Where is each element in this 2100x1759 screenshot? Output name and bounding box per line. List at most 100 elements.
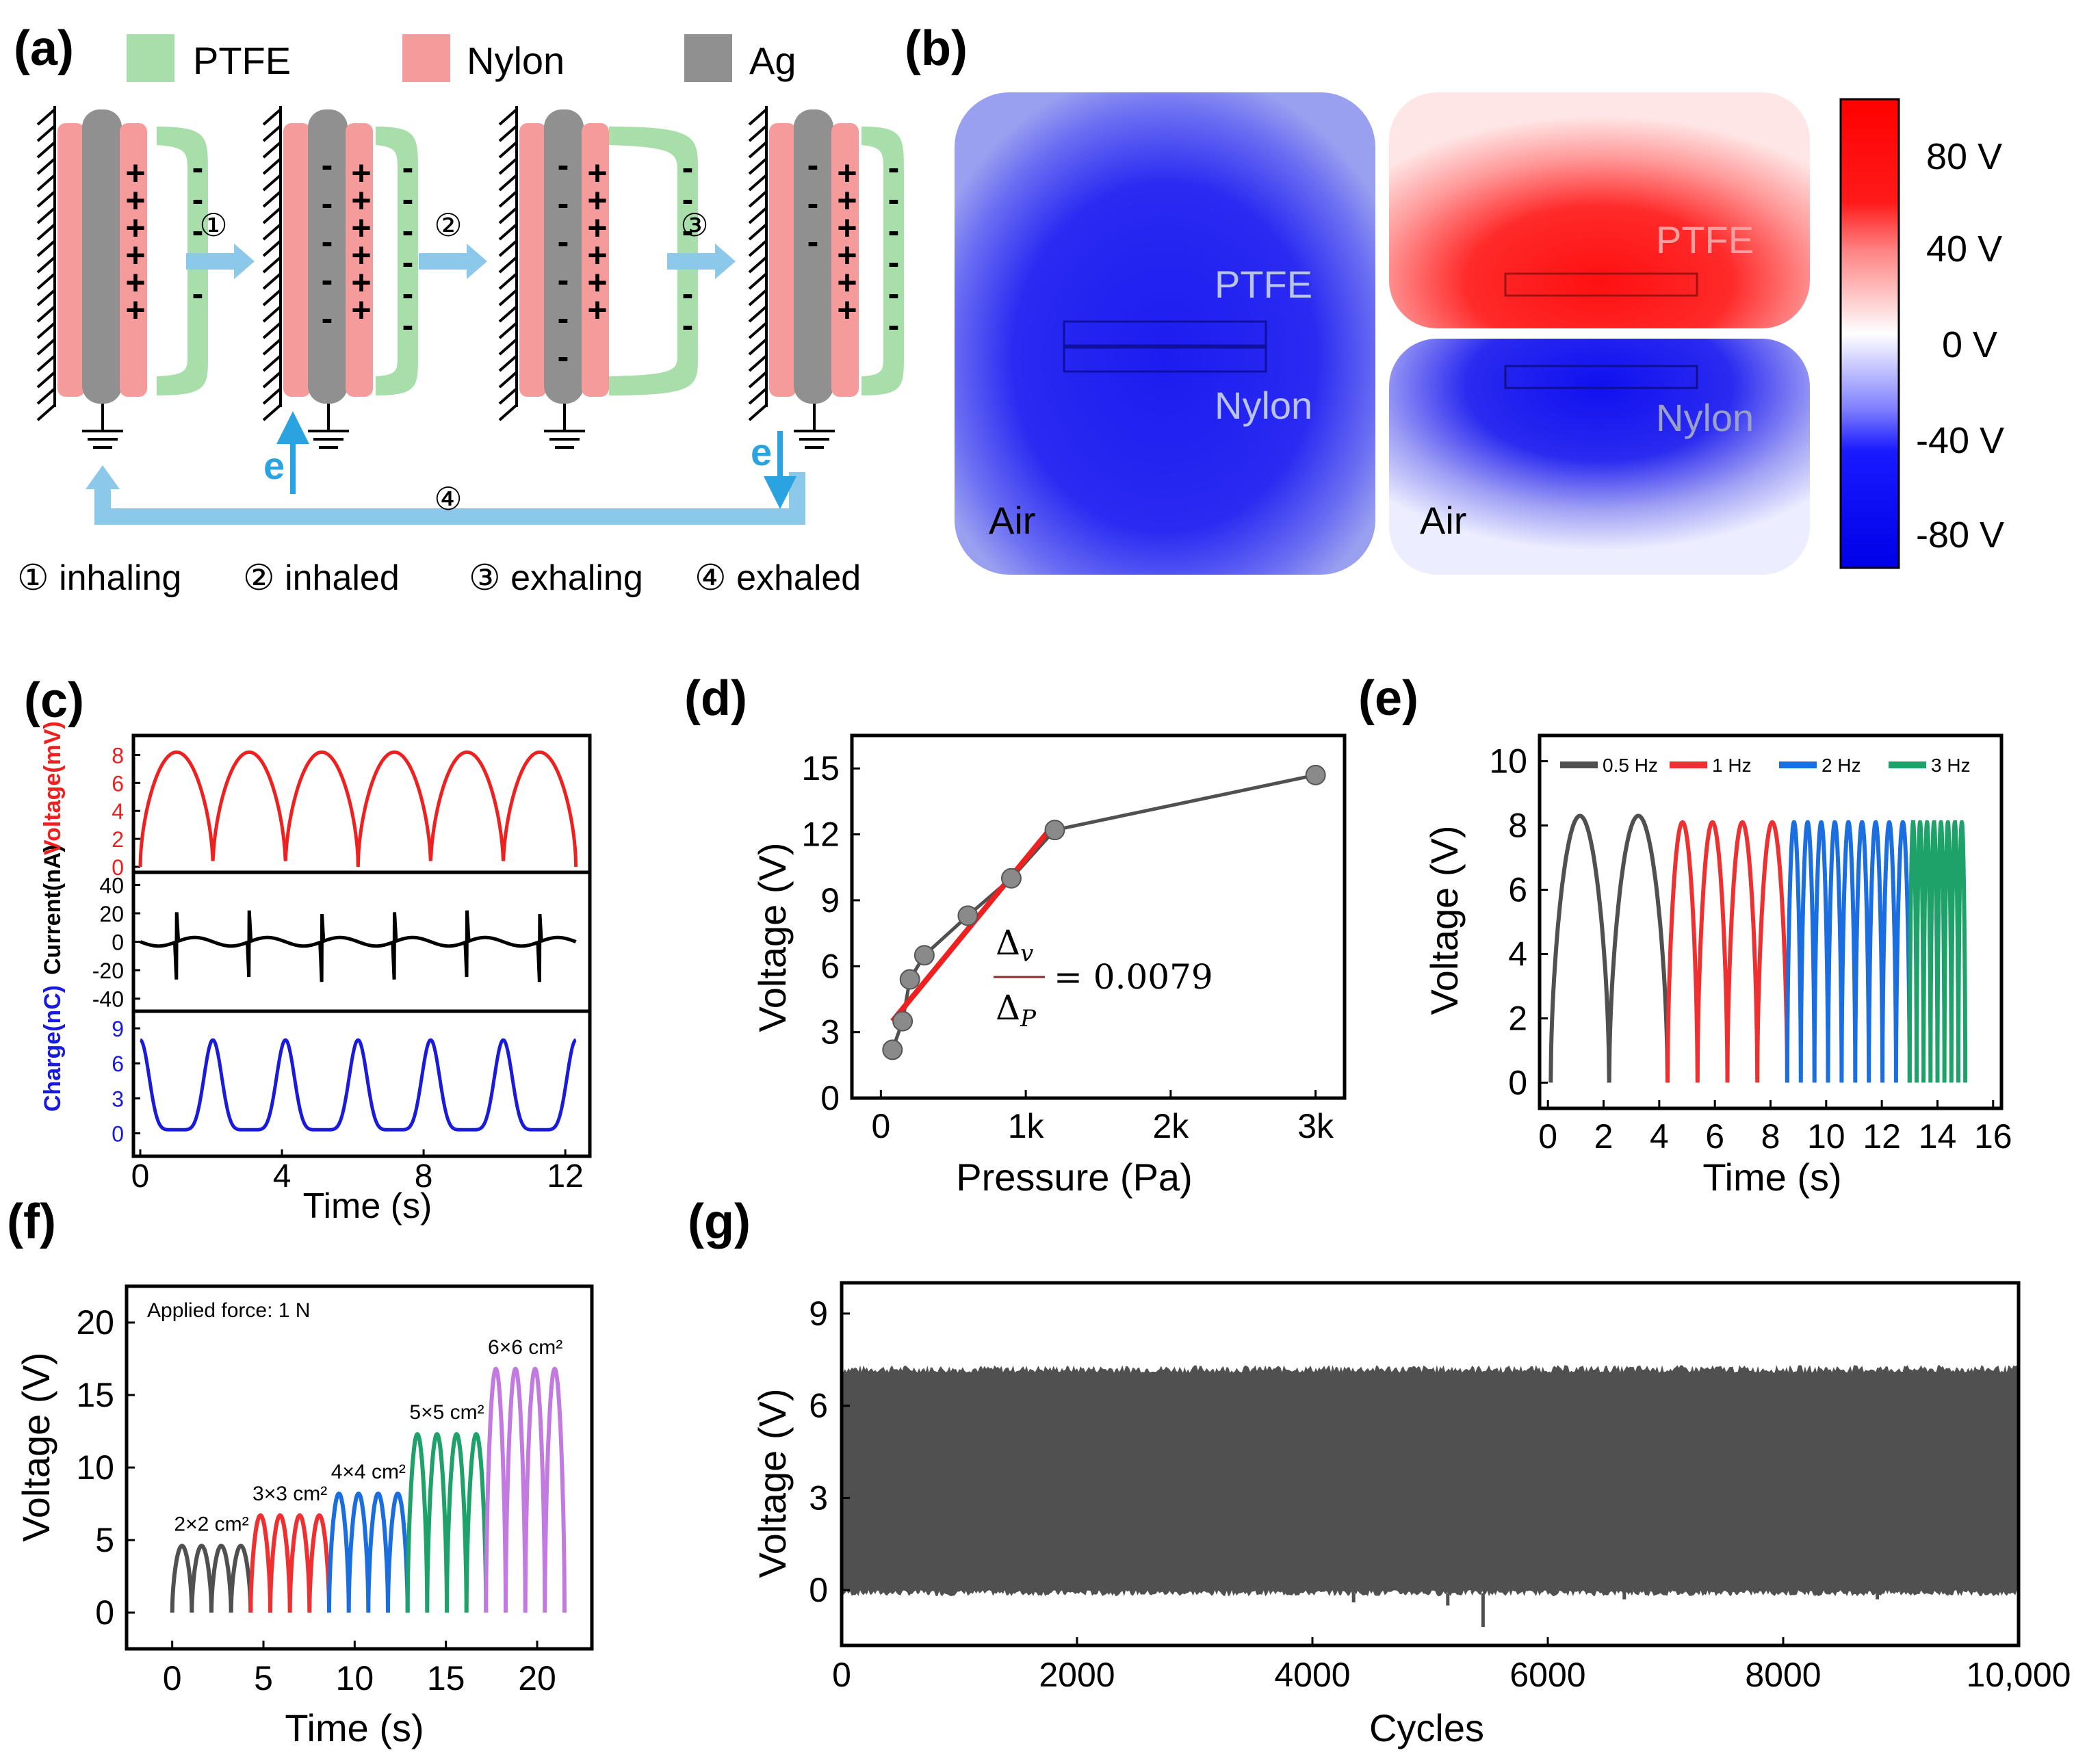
e-ytick-label: 8 <box>1508 807 1527 845</box>
wall-hatch <box>36 305 56 323</box>
panel-label-g: (g) <box>688 1195 751 1249</box>
wall-hatch <box>262 404 282 421</box>
negative-charge: - <box>888 306 900 344</box>
g-xtick-label: 6000 <box>1509 1656 1585 1694</box>
f-series-line <box>327 1491 410 1613</box>
nylon-layer <box>120 123 147 397</box>
wall-hatch <box>262 354 282 372</box>
wall-hatch <box>498 322 518 339</box>
e-ylabel: Voltage (V) <box>1423 825 1466 1015</box>
ptfe-swatch <box>127 34 174 82</box>
wall-hatch <box>262 239 282 257</box>
left-air-label: Air <box>989 499 1035 542</box>
wall-hatch <box>262 125 282 142</box>
d-data-point <box>1305 764 1326 785</box>
e-xtick-label: 2 <box>1594 1117 1613 1156</box>
nylon-swatch <box>402 34 450 82</box>
negative-charge: - <box>322 146 333 184</box>
g-xtick-label: 4000 <box>1274 1656 1350 1694</box>
wall-hatch <box>498 108 518 126</box>
f-series-line <box>484 1366 567 1613</box>
d-xtick-label: 0 <box>871 1107 890 1145</box>
ag-electrode <box>544 109 584 404</box>
positive-charge: + <box>587 154 607 192</box>
d-data-point <box>899 969 920 990</box>
negative-charge: - <box>322 222 333 261</box>
panel-label-e: (e) <box>1358 671 1418 726</box>
f-series-line <box>170 1543 253 1613</box>
field-map-right-top <box>1389 92 1810 328</box>
slope-value: = 0.0079 <box>1054 957 1213 997</box>
ptfe-film <box>861 127 904 395</box>
field-map-left <box>955 92 1375 575</box>
panel-label-c: (c) <box>24 673 84 728</box>
caption-inhaling: ① inhaling <box>17 558 181 598</box>
step-arrows: ① ② ③ ④ <box>86 207 805 525</box>
negative-charge: - <box>402 306 414 344</box>
wall-hatch <box>262 190 282 208</box>
positive-charge: + <box>125 154 145 192</box>
positive-charge: + <box>587 209 607 247</box>
d-xlabel: Pressure (Pa) <box>956 1156 1192 1199</box>
c-xtick-label: 0 <box>131 1158 150 1195</box>
wall-hatch <box>262 157 282 175</box>
c-ytick-label: 9 <box>112 1017 124 1041</box>
ag-swatch <box>684 34 732 82</box>
positive-charge: + <box>837 263 857 302</box>
negative-charge: - <box>888 211 900 250</box>
g-voltage-band <box>842 1365 2019 1597</box>
wall-hatch <box>36 174 56 192</box>
wall-hatch <box>498 387 518 405</box>
e-xtick-label: 8 <box>1761 1117 1780 1156</box>
wall-hatch <box>36 338 56 356</box>
ag-electrode <box>82 109 122 404</box>
f-ytick-label: 10 <box>76 1448 114 1487</box>
negative-charge: - <box>558 261 569 299</box>
wall-hatch <box>498 404 518 421</box>
wall-hatch <box>36 190 56 208</box>
wall-hatch <box>498 157 518 175</box>
negative-charge: - <box>682 274 694 313</box>
nylon-layer <box>831 123 859 397</box>
wall-hatch <box>748 239 768 257</box>
f-series-label: 3×3 cm² <box>252 1483 327 1505</box>
wall-hatch <box>498 190 518 208</box>
c-ytick-label: 3 <box>112 1086 124 1111</box>
e-xtick-label: 0 <box>1538 1117 1557 1156</box>
c-xtick-label: 4 <box>273 1158 291 1195</box>
wall-hatch <box>36 256 56 274</box>
wall-hatch <box>498 354 518 372</box>
c-series-line <box>140 910 577 982</box>
device-stages: ++++++-----++++++-----------++++++------… <box>36 106 904 449</box>
negative-charge: - <box>682 180 694 218</box>
ptfe-layer-left <box>1063 320 1267 349</box>
panel-f: Voltage (V) Time (s) Applied force: 1 N … <box>14 1284 594 1749</box>
negative-charge: - <box>558 299 569 337</box>
legend-ag-label: Ag <box>749 39 796 82</box>
panel-b: PTFE Nylon Air PTFE Nylon Air 80 V 40 V … <box>955 92 2004 575</box>
step-arrow-3 <box>667 244 736 279</box>
slope-annotation: Δv ΔP = 0.0079 <box>994 923 1213 1032</box>
c-series-line <box>140 1038 577 1132</box>
positive-charge: + <box>125 181 145 220</box>
step-arrow-1 <box>186 244 255 279</box>
wall-hatch <box>262 256 282 274</box>
d-data-point <box>957 905 978 926</box>
negative-charge: - <box>402 211 414 250</box>
wall-hatch <box>498 207 518 224</box>
negative-charge: - <box>558 222 569 261</box>
f-xtick-label: 10 <box>336 1659 374 1697</box>
wall-hatch <box>36 207 56 224</box>
wall-hatch <box>36 108 56 126</box>
e-legend-label: 0.5 Hz <box>1603 755 1658 776</box>
f-series-line <box>248 1513 331 1613</box>
e-legend-label: 2 Hz <box>1822 755 1861 776</box>
c-ytick-label: 6 <box>112 1052 124 1076</box>
f-xtick-label: 5 <box>254 1659 273 1697</box>
positive-charge: + <box>351 291 371 329</box>
negative-charge: - <box>322 184 333 222</box>
positive-charge: + <box>125 236 145 274</box>
c-subplot-frame <box>131 1009 592 1158</box>
negative-charge: - <box>888 180 900 218</box>
